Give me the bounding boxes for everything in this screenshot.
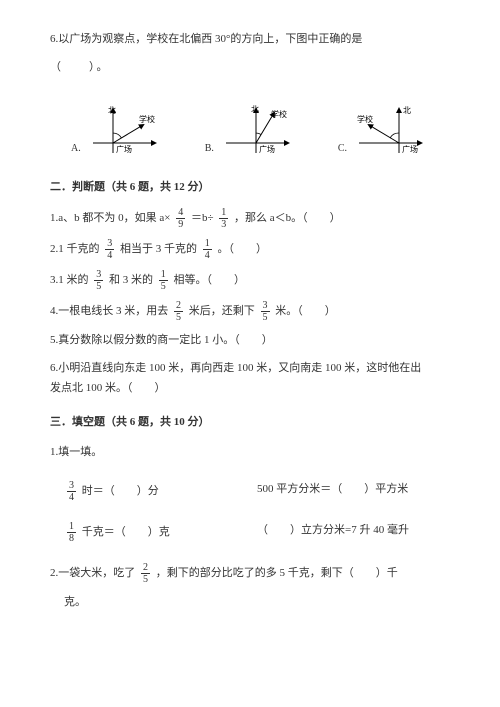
label-b: B. (205, 140, 214, 158)
s2-q6a: 6.小明沿直线向东走 100 米，再向西走 100 米，又向南走 100 米，这… (50, 359, 450, 379)
frac-1-5: 15 (159, 269, 168, 292)
diagram-b: B. 北 学校 广场 (205, 103, 296, 158)
label-a: A. (71, 140, 81, 158)
s2q2-post: 。（ ） (218, 243, 268, 255)
s2q1-post: ，那么 a＜b。（ ） (234, 212, 341, 224)
question-6: 6.以广场为观察点，学校在北偏西 30°的方向上，下图中正确的是 (50, 30, 450, 50)
school-a: 学校 (139, 114, 155, 124)
s2q3-pre: 3.1 米的 (50, 274, 89, 286)
s2q4-post: 米。（ ） (275, 305, 336, 317)
frac-3-4a: 34 (105, 238, 114, 261)
north-b: 北 (251, 105, 259, 114)
school-c: 学校 (357, 114, 373, 124)
s2q2-pre: 2.1 千克的 (50, 243, 100, 255)
frac-2-5a: 25 (174, 300, 183, 323)
frac-3-4b: 34 (67, 480, 76, 503)
fill-row-1: 34 时＝（ ）分 500 平方分米＝（ ）平方米 (50, 480, 450, 503)
frac-3-5b: 35 (261, 300, 270, 323)
s2q2-mid: 相当于 3 千克的 (120, 243, 197, 255)
fill-r2c1: 18 千克＝（ ）克 (64, 521, 257, 544)
diagram-a: A. 北 学校 广场 (71, 103, 163, 158)
s2-q1: 1.a、b 都不为 0，如果 a× 49 ＝b÷ 13 ，那么 a＜b。（ ） (50, 207, 450, 230)
s2-q6b: 发点北 100 米。（ ） (50, 379, 450, 399)
s3q2-pre: 2.一袋大米，吃了 (50, 567, 135, 579)
s2-q3: 3.1 米的 35 和 3 米的 15 相等。（ ） (50, 269, 450, 292)
s3-q1: 1.填一填。 (50, 443, 450, 463)
q6-blank: （ ）。 (50, 61, 110, 73)
s2q4-mid: 米后，还剩下 (189, 305, 255, 317)
section-3-title: 三．填空题（共 6 题，共 10 分） (50, 413, 450, 433)
frac-1-4: 14 (203, 238, 212, 261)
s3q2-post: 克。 (50, 593, 450, 613)
fill-r1c1-text: 时＝（ ）分 (82, 485, 159, 497)
q6-paren: （ ）。 (50, 58, 450, 78)
plaza-b: 广场 (259, 144, 275, 154)
compass-b-icon: 北 学校 广场 (216, 103, 296, 158)
s2q1-mid: ＝b÷ (191, 212, 214, 224)
label-c: C. (338, 140, 347, 158)
fill-row-2: 18 千克＝（ ）克 （ ）立方分米=7 升 40 毫升 (50, 521, 450, 544)
compass-a-icon: 北 学校 广场 (83, 103, 163, 158)
s2q3-mid: 和 3 米的 (109, 274, 153, 286)
fill-r2c1-text: 千克＝（ ）克 (82, 526, 170, 538)
frac-1-8: 18 (67, 521, 76, 544)
north-a: 北 (108, 106, 116, 115)
s3-q2: 2.一袋大米，吃了 25 ，剩下的部分比吃了的多 5 千克，剩下（ ）千 (50, 562, 450, 585)
school-b: 学校 (271, 109, 287, 119)
section-2-title: 二．判断题（共 6 题，共 12 分） (50, 178, 450, 198)
frac-2-5b: 25 (141, 562, 150, 585)
diagram-c: C. 北 学校 广场 (338, 103, 429, 158)
s2-q5: 5.真分数除以假分数的商一定比 1 小。（ ） (50, 331, 450, 351)
frac-1-3: 13 (219, 207, 228, 230)
frac-4-9: 49 (176, 207, 185, 230)
fill-r1c2: 500 平方分米＝（ ）平方米 (257, 480, 450, 503)
s2-q2: 2.1 千克的 34 相当于 3 千克的 14 。（ ） (50, 238, 450, 261)
plaza-c: 广场 (402, 144, 418, 154)
s2q3-post: 相等。（ ） (174, 274, 246, 286)
s2-q4: 4.一根电线长 3 米，用去 25 米后，还剩下 35 米。（ ） (50, 300, 450, 323)
fill-r1c1: 34 时＝（ ）分 (64, 480, 257, 503)
fill-r2c2: （ ）立方分米=7 升 40 毫升 (257, 521, 450, 544)
diagram-row: A. 北 学校 广场 B. 北 学校 广场 C. (50, 103, 450, 158)
s3q2-mid: ，剩下的部分比吃了的多 5 千克，剩下（ ）千 (156, 567, 398, 579)
plaza-a: 广场 (116, 144, 132, 154)
s2q4-pre: 4.一根电线长 3 米，用去 (50, 305, 168, 317)
s2q1-pre: 1.a、b 都不为 0，如果 a× (50, 212, 170, 224)
north-c: 北 (403, 106, 411, 115)
frac-3-5: 35 (94, 269, 103, 292)
q6-text: 6.以广场为观察点，学校在北偏西 30°的方向上，下图中正确的是 (50, 33, 362, 45)
compass-c-icon: 北 学校 广场 (349, 103, 429, 158)
